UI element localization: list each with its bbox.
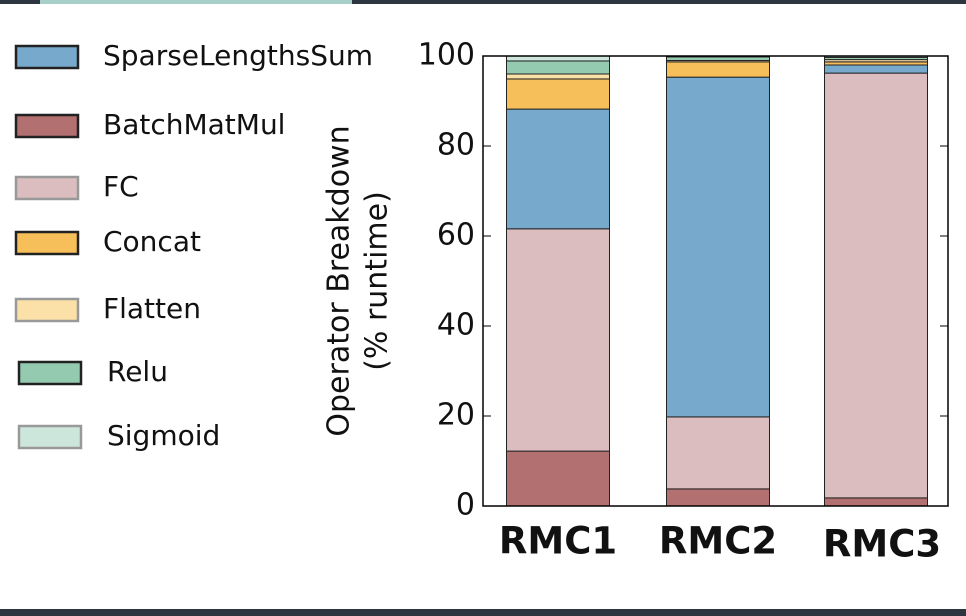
- legend-swatch: [14, 175, 80, 201]
- bar-segment: [824, 64, 928, 74]
- y-label: Operator Breakdown (% runtime): [322, 125, 395, 436]
- y-tick-label: 80: [437, 128, 475, 163]
- bar-segment: [506, 73, 610, 80]
- bar-segment: [666, 416, 770, 490]
- bar-segment: [506, 78, 610, 110]
- bar-segment: [824, 72, 928, 499]
- legend-label: Relu: [107, 355, 168, 388]
- legend-swatch: [14, 230, 80, 256]
- bottom-band: [0, 609, 966, 616]
- y-tick-label: 40: [437, 308, 475, 343]
- bar-segment: [506, 228, 610, 452]
- legend-label: Sigmoid: [107, 419, 220, 452]
- legend-label: SparseLengthsSum: [103, 39, 373, 72]
- y-label-line: (% runtime): [360, 191, 395, 371]
- plot-frame: [482, 55, 949, 507]
- bar-segment: [824, 497, 928, 507]
- bar-segment: [506, 108, 610, 230]
- bar-segment: [506, 60, 610, 75]
- top-tab: [40, 0, 352, 4]
- bar-segment: [506, 450, 610, 507]
- legend-label: Concat: [103, 225, 201, 258]
- bar-segment: [666, 488, 770, 507]
- legend-swatch: [17, 360, 83, 386]
- legend-swatch: [14, 297, 80, 323]
- top-band: [0, 0, 966, 4]
- legend-swatch: [14, 113, 80, 139]
- legend-swatch: [14, 44, 80, 70]
- bar-segment: [666, 76, 770, 418]
- y-tick-label: 100: [418, 38, 475, 73]
- bar-segment: [666, 61, 770, 78]
- y-tick-label: 60: [437, 218, 475, 253]
- legend-label: FC: [103, 170, 139, 203]
- legend-swatch: [17, 424, 83, 450]
- x-tick-label: RMC1: [499, 520, 617, 563]
- y-label-line: Operator Breakdown: [322, 125, 357, 436]
- y-tick-label: 0: [456, 488, 475, 523]
- legend-label: BatchMatMul: [103, 108, 285, 141]
- bar-segment: [666, 56, 770, 62]
- x-tick-label: RMC2: [659, 520, 777, 563]
- x-tick-label: RMC3: [823, 523, 941, 566]
- legend-label: Flatten: [103, 292, 201, 325]
- y-tick-label: 20: [437, 398, 475, 433]
